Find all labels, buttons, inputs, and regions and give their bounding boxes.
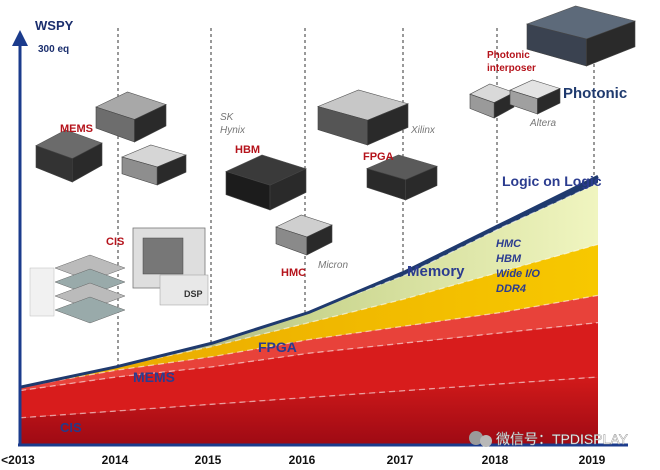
area-cis	[20, 377, 598, 445]
mems-package-image	[121, 144, 187, 186]
annotation-label: HBM	[235, 144, 260, 156]
series-boundary	[19, 243, 599, 388]
mems-module-image	[95, 91, 167, 143]
series-label: Logic on Logic	[502, 173, 602, 189]
hmc-chip-image	[275, 214, 333, 256]
annotation-label: CIS	[106, 236, 124, 248]
series-boundary	[19, 376, 599, 419]
y-axis-label: WSPY	[35, 18, 74, 33]
series-boundary	[19, 321, 599, 392]
hbm-chip-image	[225, 154, 307, 211]
photonic-chip-image	[469, 83, 515, 119]
watermark: 微信号：TPDISPLAY	[469, 431, 629, 447]
y-axis-arrow-icon	[12, 30, 28, 46]
series-boundary	[19, 294, 599, 388]
annotation-label: SK	[220, 112, 235, 123]
y-axis-sublabel: 300 eq	[38, 44, 69, 55]
area-fpga	[20, 295, 598, 391]
memory-type-label: DDR4	[496, 283, 526, 295]
x-tick-labels: <2013 2014 2015 2016 2017 2018 2019	[1, 453, 606, 467]
fpga-board-image	[317, 89, 409, 146]
x-tick-label: <2013	[1, 453, 35, 467]
mems-chip-image	[35, 129, 103, 183]
annotation-label: Altera	[529, 118, 557, 129]
x-tick-label: 2016	[289, 453, 316, 467]
annotation-label: FPGA	[363, 151, 394, 163]
series-label: Photonic	[563, 85, 627, 102]
area-mems	[20, 322, 598, 418]
annotation-label: Hynix	[220, 125, 246, 136]
cis-stack-image	[29, 254, 126, 324]
wechat-icon	[469, 431, 483, 445]
series-label: CIS	[60, 420, 82, 435]
series-label: Memory	[407, 263, 465, 280]
memory-type-label: Wide I/O	[496, 268, 540, 280]
x-tick-label: 2017	[387, 453, 414, 467]
fpga-chip-image	[366, 154, 438, 201]
memory-type-label: HMC	[496, 238, 522, 250]
annotation-label: MEMS	[60, 123, 93, 135]
memory-type-list: HMC HBM Wide I/O DDR4	[496, 238, 540, 295]
product-images	[29, 5, 637, 324]
cis-legend-box	[29, 267, 55, 317]
photonic-chip2-image	[509, 79, 561, 115]
x-tick-label: 2018	[482, 453, 509, 467]
annotation-label: Photonic interposer	[487, 50, 536, 74]
series-label: FPGA	[258, 339, 297, 355]
series-boundaries	[19, 175, 599, 419]
series-labels: CIS MEMS FPGA Memory Logic on Logic Photonic	[60, 85, 627, 435]
annotation-label: Xilinx	[410, 125, 436, 136]
dsp-board-image	[132, 227, 209, 306]
watermark-text: 微信号：TPDISPLAY	[496, 431, 629, 447]
x-tick-label: 2019	[579, 453, 606, 467]
annotation-label: Micron	[318, 260, 348, 271]
photonic-interposer-image	[525, 5, 637, 67]
x-tick-label: 2014	[102, 453, 129, 467]
annotation-label: HMC	[281, 267, 306, 279]
series-boundary	[19, 175, 599, 389]
memory-type-label: HBM	[496, 253, 522, 265]
product-annotations: MEMS CIS DSP SK Hynix HBM HMC Micron FPGA Xilinx P…	[60, 50, 557, 299]
x-tick-label: 2015	[195, 453, 222, 467]
series-label: MEMS	[133, 369, 175, 385]
annotation-label: DSP	[184, 289, 203, 299]
stacked-areas	[20, 176, 598, 445]
